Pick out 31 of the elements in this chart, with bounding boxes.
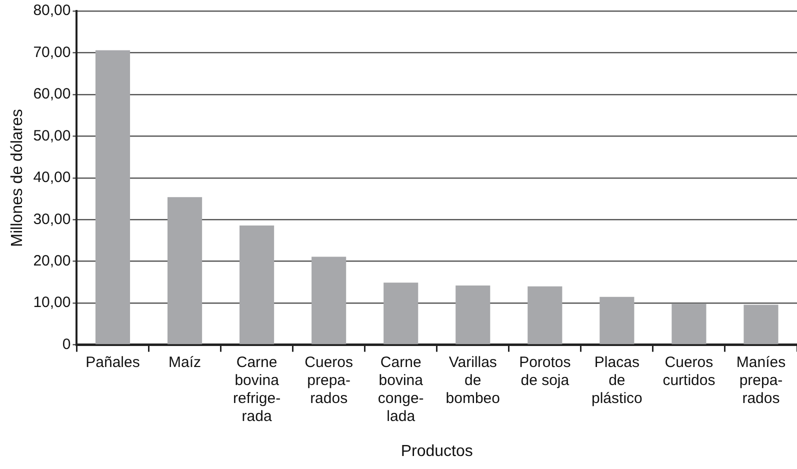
bar <box>95 50 130 344</box>
bar <box>167 197 202 344</box>
x-tick-label: Pañales <box>86 354 140 371</box>
x-tick-label: Varillas de bombeo <box>446 354 500 407</box>
x-tick-label: Cueros prepa- rados <box>304 354 354 407</box>
x-tick-label: Carne bovina refrige- rada <box>233 354 281 425</box>
x-tick-label: Placas de plástico <box>592 354 642 407</box>
bar <box>744 304 778 344</box>
x-tick-label: Maníes prepa- rados <box>736 354 786 407</box>
y-tick-label: 50,00 <box>33 127 71 144</box>
y-tick-label: 20,00 <box>33 252 71 270</box>
bar <box>528 286 562 344</box>
y-tick-label: 60,00 <box>33 86 71 103</box>
y-tick-label: 70,00 <box>33 44 71 61</box>
y-tick-label: 40,00 <box>33 169 71 186</box>
y-tick-label: 0 <box>62 336 71 353</box>
bar <box>672 303 706 344</box>
bar <box>600 296 634 344</box>
bar <box>240 225 274 344</box>
x-tick-label: Carne bovina conge- lada <box>378 354 424 425</box>
x-tick-label: Cueros curtidos <box>662 354 716 389</box>
x-tick-label: Maíz <box>168 354 202 371</box>
bar <box>312 256 346 344</box>
x-axis-title: Productos <box>400 442 473 460</box>
y-tick-label: 30,00 <box>33 210 71 228</box>
x-tick-label: Porotos de soja <box>519 354 571 389</box>
y-tick-label: 80,00 <box>33 2 71 20</box>
y-tick-label: 10,00 <box>33 294 71 312</box>
bar <box>456 286 490 344</box>
bar <box>384 282 418 344</box>
y-axis-title: Millones de dólares <box>9 108 26 247</box>
